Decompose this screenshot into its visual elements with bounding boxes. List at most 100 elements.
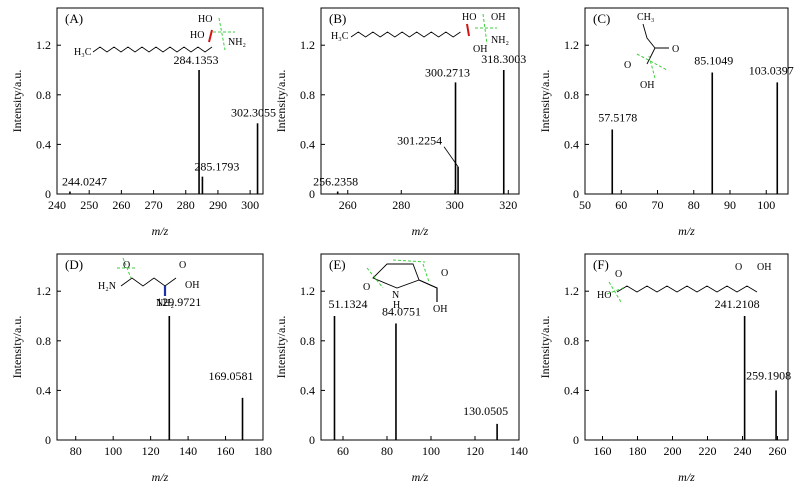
cleavage-line: [648, 55, 656, 79]
x-tick-label: 60: [615, 198, 627, 212]
panel-d: 80 100 120 140 160 180 0 0.4 0.8 1.2 m/z Intensity/…: [10, 253, 272, 484]
panel-label: (E): [329, 257, 346, 272]
y-tick-label: 0.4: [564, 383, 579, 397]
skeleton-bonds: [120, 277, 177, 287]
y-tick-label: 0.4: [300, 137, 315, 151]
structure-label: OH: [640, 80, 654, 91]
x-tick-label: 280: [177, 198, 195, 212]
structure-label: OH: [473, 44, 487, 55]
x-tick-label: 100: [104, 444, 122, 458]
panel-label: (B): [329, 11, 346, 26]
panel-label: (D): [65, 257, 83, 272]
molecule-structure: O NH O OH: [363, 259, 448, 315]
panel-label: (F): [593, 257, 609, 272]
structure-label: OH: [757, 262, 771, 273]
peak-label: 84.0751: [382, 304, 421, 318]
y-tick-label: 0: [573, 187, 579, 201]
peak-label: 103.0397: [749, 63, 794, 77]
y-tick-label: 0: [45, 187, 51, 201]
structure-label: O: [672, 44, 679, 55]
cleavage-line: [392, 259, 426, 263]
y-tick-label: 1.2: [36, 38, 51, 52]
panel-c: 50 60 70 80 90 100 0 0.4 0.8 1.2 m/z Intensity/a.u.…: [538, 7, 794, 238]
x-tick-label: 50: [579, 198, 591, 212]
x-tick-label: 250: [80, 198, 98, 212]
panel-a: 240 250 260 270 280 290 300 0 0.4 0.8 1.2 m/z Intens…: [10, 7, 276, 238]
structure-label: OH: [433, 304, 447, 315]
x-tick-label: 240: [734, 444, 752, 458]
y-tick-label: 1.2: [564, 284, 579, 298]
x-tick-label: 260: [769, 444, 787, 458]
x-tick-label: 140: [179, 444, 197, 458]
peak-label: 244.0247: [62, 175, 107, 189]
structure-label: HO: [198, 14, 212, 25]
y-tick-label: 0.4: [564, 137, 579, 151]
plot-frame: [320, 253, 520, 441]
x-tick-label: 240: [48, 198, 66, 212]
x-tick-label: 200: [664, 444, 682, 458]
y-axis-label: Intensity/a.u.: [538, 316, 552, 379]
structure-label: HO: [462, 12, 476, 23]
x-tick-label: 90: [724, 198, 736, 212]
structure-label: O: [363, 282, 370, 293]
peak-label: 318.3003: [481, 52, 526, 66]
x-tick-label: 180: [629, 444, 647, 458]
structure-label: NH₂: [156, 298, 174, 309]
y-tick-label: 0.4: [36, 137, 51, 151]
cleavage-line: [422, 263, 430, 283]
peak-label: 241.2108: [715, 297, 760, 311]
plot-frame: [56, 7, 264, 195]
y-axis-label: Intensity/a.u.: [10, 70, 24, 133]
structure-label: H: [393, 300, 400, 311]
y-tick-label: 0: [309, 187, 315, 201]
panel-f: 160 180 200 220 240 260 0 0.4 0.8 1.2 m/z Intensity…: [538, 253, 791, 484]
peak-leader-line: [443, 146, 459, 167]
y-tick-label: 0: [573, 433, 579, 447]
cleavage-line: [366, 267, 384, 289]
peak-label: 169.0581: [209, 369, 254, 383]
x-tick-label: 100: [422, 444, 440, 458]
peak-label: 130.0505: [463, 404, 508, 418]
y-tick-label: 0.8: [564, 334, 579, 348]
structure-label: CH₃: [637, 12, 654, 23]
panel-b: 260 280 300 320 0 0.4 0.8 1.2 m/z Intensity/a.u. (…: [274, 7, 526, 238]
x-tick-label: 300: [241, 198, 259, 212]
alkyl-chain: [616, 285, 758, 293]
x-tick-label: 300: [446, 198, 464, 212]
structure-label: O: [624, 60, 631, 71]
x-axis-label: m/z: [678, 224, 695, 238]
peak-label: 302.3055: [231, 105, 276, 119]
structure-label: O: [123, 260, 130, 271]
x-axis-label: m/z: [152, 224, 169, 238]
structure-label: H₂N: [98, 281, 116, 292]
y-tick-label: 1.2: [300, 38, 315, 52]
x-tick-label: 320: [499, 198, 517, 212]
x-tick-label: 60: [337, 444, 349, 458]
alkyl-chain: [92, 46, 213, 53]
structure-label: OH: [491, 12, 505, 23]
cleavage-line: [482, 13, 488, 45]
x-tick-label: 270: [145, 198, 163, 212]
y-tick-label: 0.8: [300, 88, 315, 102]
x-tick-label: 70: [652, 198, 664, 212]
x-axis-label: m/z: [152, 470, 169, 484]
x-tick-label: 100: [757, 198, 775, 212]
x-tick-label: 220: [699, 444, 717, 458]
peak-label: 51.1324: [328, 297, 367, 311]
structure-label: O: [735, 262, 742, 273]
structure-label: NH₂: [491, 35, 509, 46]
panel-label: (C): [593, 11, 610, 26]
cleavage-line: [606, 287, 624, 295]
structure-label: OH: [185, 280, 199, 291]
panel-e: 60 80 100 120 140 0 0.4 0.8 1.2 m/z Intensity/a.u.…: [274, 253, 528, 484]
y-axis-label: Intensity/a.u.: [274, 70, 288, 133]
y-tick-label: 0.4: [36, 383, 51, 397]
structure-label: NH₂: [228, 37, 246, 48]
peak-label: 256.2358: [313, 175, 358, 189]
x-tick-label: 80: [688, 198, 700, 212]
cleavage-line: [608, 281, 622, 303]
x-tick-label: 120: [142, 444, 160, 458]
x-axis-label: m/z: [412, 470, 429, 484]
peak-label: 284.1353: [174, 53, 219, 67]
y-tick-label: 1.2: [300, 284, 315, 298]
